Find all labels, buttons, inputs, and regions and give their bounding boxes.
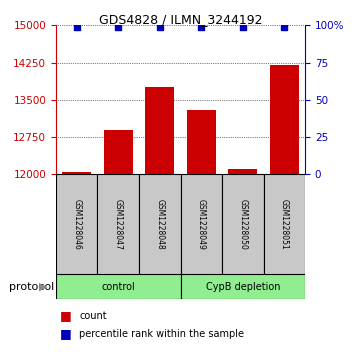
Text: GSM1228050: GSM1228050 (238, 199, 247, 250)
Bar (228, 169, 257, 174)
Text: GSM1228049: GSM1228049 (197, 199, 206, 250)
Bar (270, 65, 299, 174)
Point (282, 24, 287, 30)
Text: control: control (101, 282, 135, 292)
Bar (56, 174, 97, 274)
Bar (139, 174, 180, 274)
Text: GDS4828 / ILMN_3244192: GDS4828 / ILMN_3244192 (99, 13, 262, 26)
Bar (222, 174, 264, 274)
Text: ■: ■ (60, 309, 71, 322)
Text: count: count (79, 311, 107, 321)
Text: GSM1228047: GSM1228047 (114, 199, 123, 250)
Point (199, 24, 204, 30)
Bar (264, 174, 305, 274)
Text: CypB depletion: CypB depletion (205, 282, 280, 292)
Text: GSM1228046: GSM1228046 (72, 199, 81, 250)
Point (74, 24, 80, 30)
Text: percentile rank within the sample: percentile rank within the sample (79, 329, 244, 339)
Bar (187, 110, 216, 174)
Bar (56, 274, 180, 299)
Point (240, 24, 245, 30)
Text: GSM1228051: GSM1228051 (280, 199, 289, 249)
Bar (62, 171, 91, 174)
Bar (97, 174, 139, 274)
Bar (180, 174, 222, 274)
Text: protocol: protocol (9, 282, 54, 292)
Text: GSM1228048: GSM1228048 (155, 199, 164, 249)
Bar (180, 274, 305, 299)
Text: ■: ■ (60, 327, 71, 340)
Bar (104, 130, 133, 174)
Point (116, 24, 121, 30)
Bar (145, 87, 174, 174)
Point (157, 24, 162, 30)
Text: ▶: ▶ (39, 282, 48, 292)
